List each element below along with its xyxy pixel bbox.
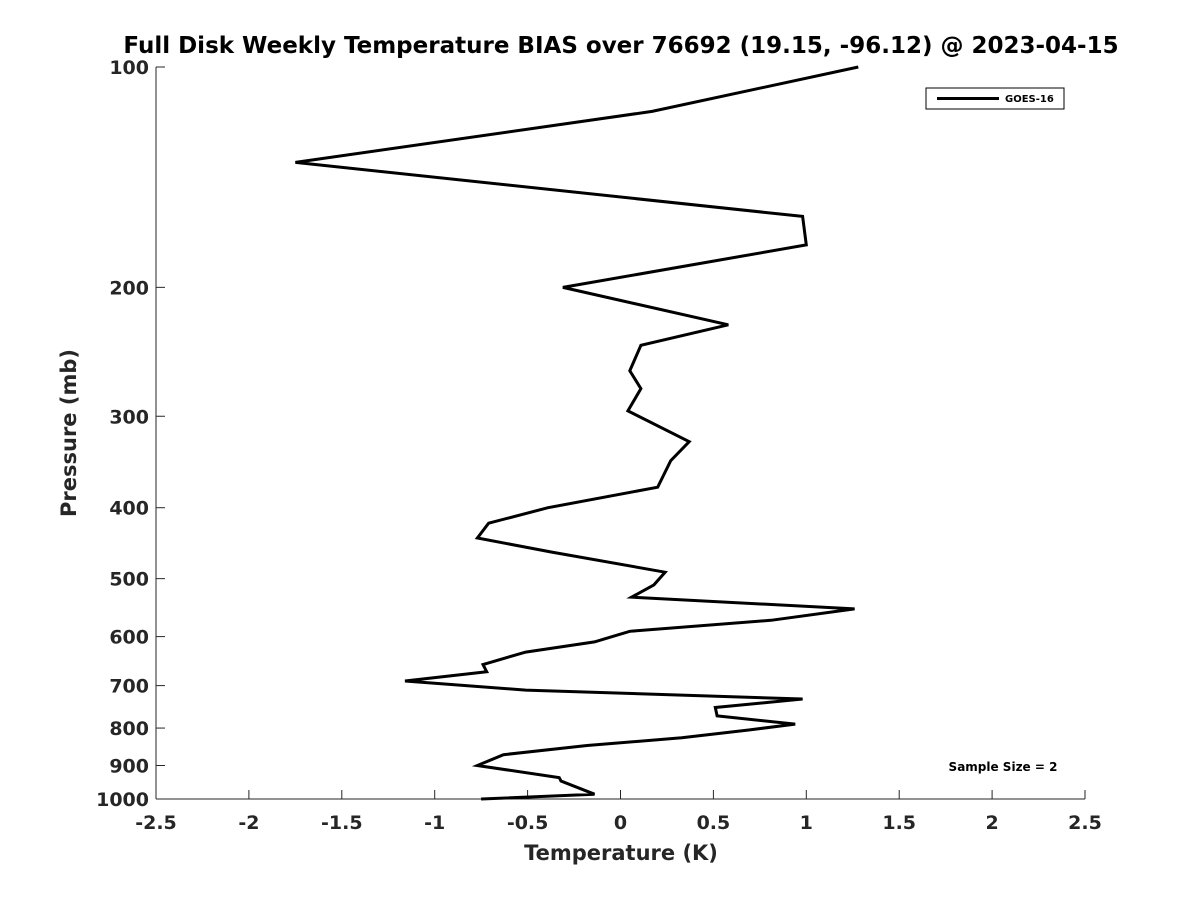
- x-tick-label: 0.5: [697, 812, 731, 834]
- x-tick-label: -1.5: [321, 812, 363, 834]
- y-tick-label: 900: [109, 756, 149, 778]
- x-tick-label: -2: [238, 812, 259, 834]
- y-tick-label: 200: [109, 277, 149, 299]
- x-tick-label: 2.5: [1068, 812, 1102, 834]
- sample-size-annotation: Sample Size = 2: [949, 760, 1058, 774]
- y-tick-label: 300: [109, 406, 149, 428]
- ticks-layer: -2.5 -2 -1.5 -1 -0.5 0 0.5 1 1.5 2 2.5 100 200 300 400…: [96, 57, 1102, 834]
- legend: GOES-16: [925, 87, 1065, 110]
- x-tick-label: -2.5: [135, 812, 177, 834]
- y-tick-label: 800: [109, 718, 149, 740]
- x-tick-label: 2: [985, 812, 998, 834]
- y-tick-label: 600: [109, 627, 149, 649]
- y-tick-label: 1000: [96, 789, 149, 811]
- x-tick-label: 1: [800, 812, 813, 834]
- legend-label: GOES-16: [1005, 94, 1054, 105]
- y-tick-label: 500: [109, 569, 149, 591]
- y-axis-label: Pressure (mb): [57, 349, 81, 517]
- y-tick-label: 700: [109, 676, 149, 698]
- x-tick-label: 0: [614, 812, 627, 834]
- x-tick-label: -0.5: [507, 812, 549, 834]
- plot-area: [156, 67, 1085, 799]
- x-tick-label: 1.5: [882, 812, 916, 834]
- y-tick-label: 100: [109, 57, 149, 79]
- x-tick-label: -1: [424, 812, 445, 834]
- x-axis-label: Temperature (K): [524, 841, 718, 865]
- y-tick-label: 400: [109, 498, 149, 520]
- series-line-goes-16: [295, 65, 859, 801]
- chart-title: Full Disk Weekly Temperature BIAS over 7…: [123, 33, 1118, 59]
